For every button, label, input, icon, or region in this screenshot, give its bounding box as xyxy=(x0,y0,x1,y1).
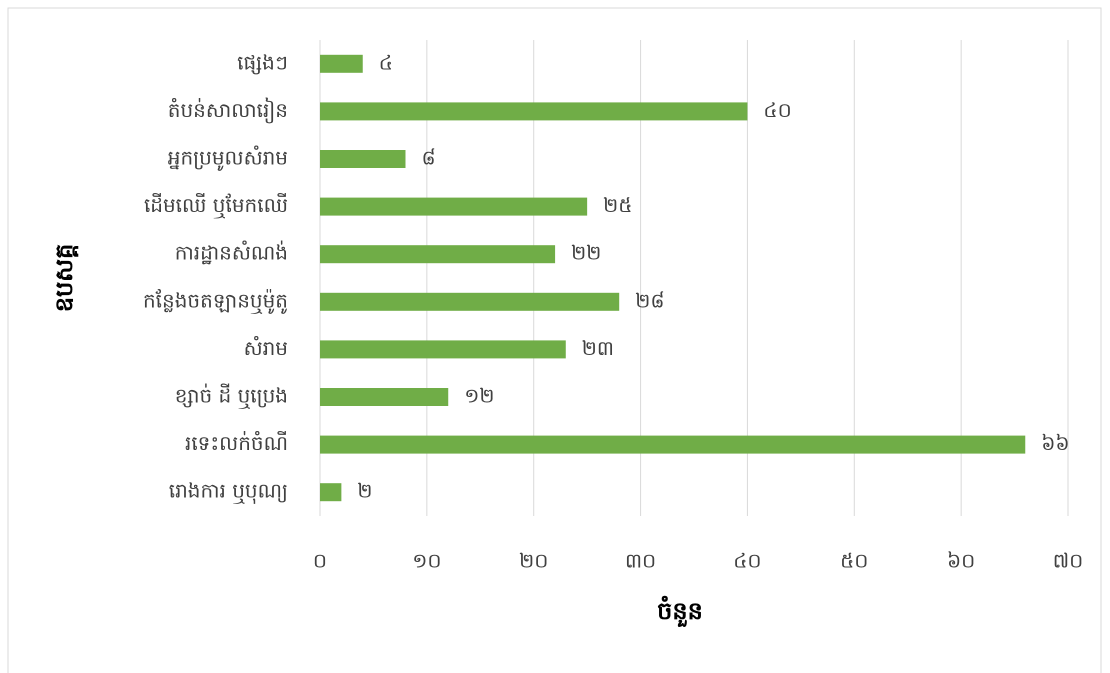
x-axis-title: ចំនួន xyxy=(657,595,703,628)
bar xyxy=(320,245,556,264)
data-label: ២ xyxy=(357,479,372,503)
bar xyxy=(320,54,363,73)
data-label: ២២ xyxy=(571,241,601,265)
x-tick-label: ៥០ xyxy=(840,549,868,573)
x-tick-label: ៧០ xyxy=(1053,549,1084,573)
x-tick-label: ៦០ xyxy=(947,549,975,573)
bar xyxy=(320,102,748,121)
bar xyxy=(320,292,620,311)
bar xyxy=(320,388,449,406)
x-tick-label: ៣០ xyxy=(625,549,656,573)
y-tick-label: រោងការ ឬបុណ្យ xyxy=(169,479,288,505)
bar xyxy=(320,150,406,168)
data-label: ២៨ xyxy=(635,288,664,312)
bar xyxy=(320,435,1026,454)
x-tick-label: ០ xyxy=(313,549,327,573)
data-label: ៤០ xyxy=(763,98,791,122)
x-tick-label: ២០ xyxy=(519,549,548,573)
y-tick-label: ខ្សាច់ ដី ឬប្រេង xyxy=(175,383,288,410)
bar xyxy=(320,197,588,216)
bar xyxy=(320,340,566,359)
data-label: ៨ xyxy=(421,146,435,170)
data-label: ២៥ xyxy=(603,193,632,217)
y-tick-label: ការដ្ឋានសំណង់ xyxy=(175,240,288,265)
y-tick-label: កន្លែងចតឡានឬម៉ូតូ xyxy=(143,288,288,314)
data-label: ៦៦ xyxy=(1041,431,1069,455)
data-label: ២៣ xyxy=(582,336,614,360)
y-tick-label: ដើមឈើ ឬមែកឈើ xyxy=(144,192,288,219)
data-label: ៤ xyxy=(379,50,393,74)
bar xyxy=(320,483,342,502)
y-tick-label: រទេះលក់ចំណី xyxy=(185,430,288,455)
y-tick-label: ផ្សេងៗ xyxy=(237,50,288,74)
y-axis-title: ឧបសគ្គ xyxy=(50,244,79,313)
y-tick-label: អ្នកប្រមូលសំរាម xyxy=(168,145,288,172)
y-tick-label: តំបន់សាលារៀន xyxy=(168,97,288,124)
data-label: ១២ xyxy=(464,384,494,408)
x-tick-label: ១០ xyxy=(412,549,441,573)
x-tick-label: ៤០ xyxy=(733,549,761,573)
y-tick-label: សំរាម xyxy=(244,335,288,360)
